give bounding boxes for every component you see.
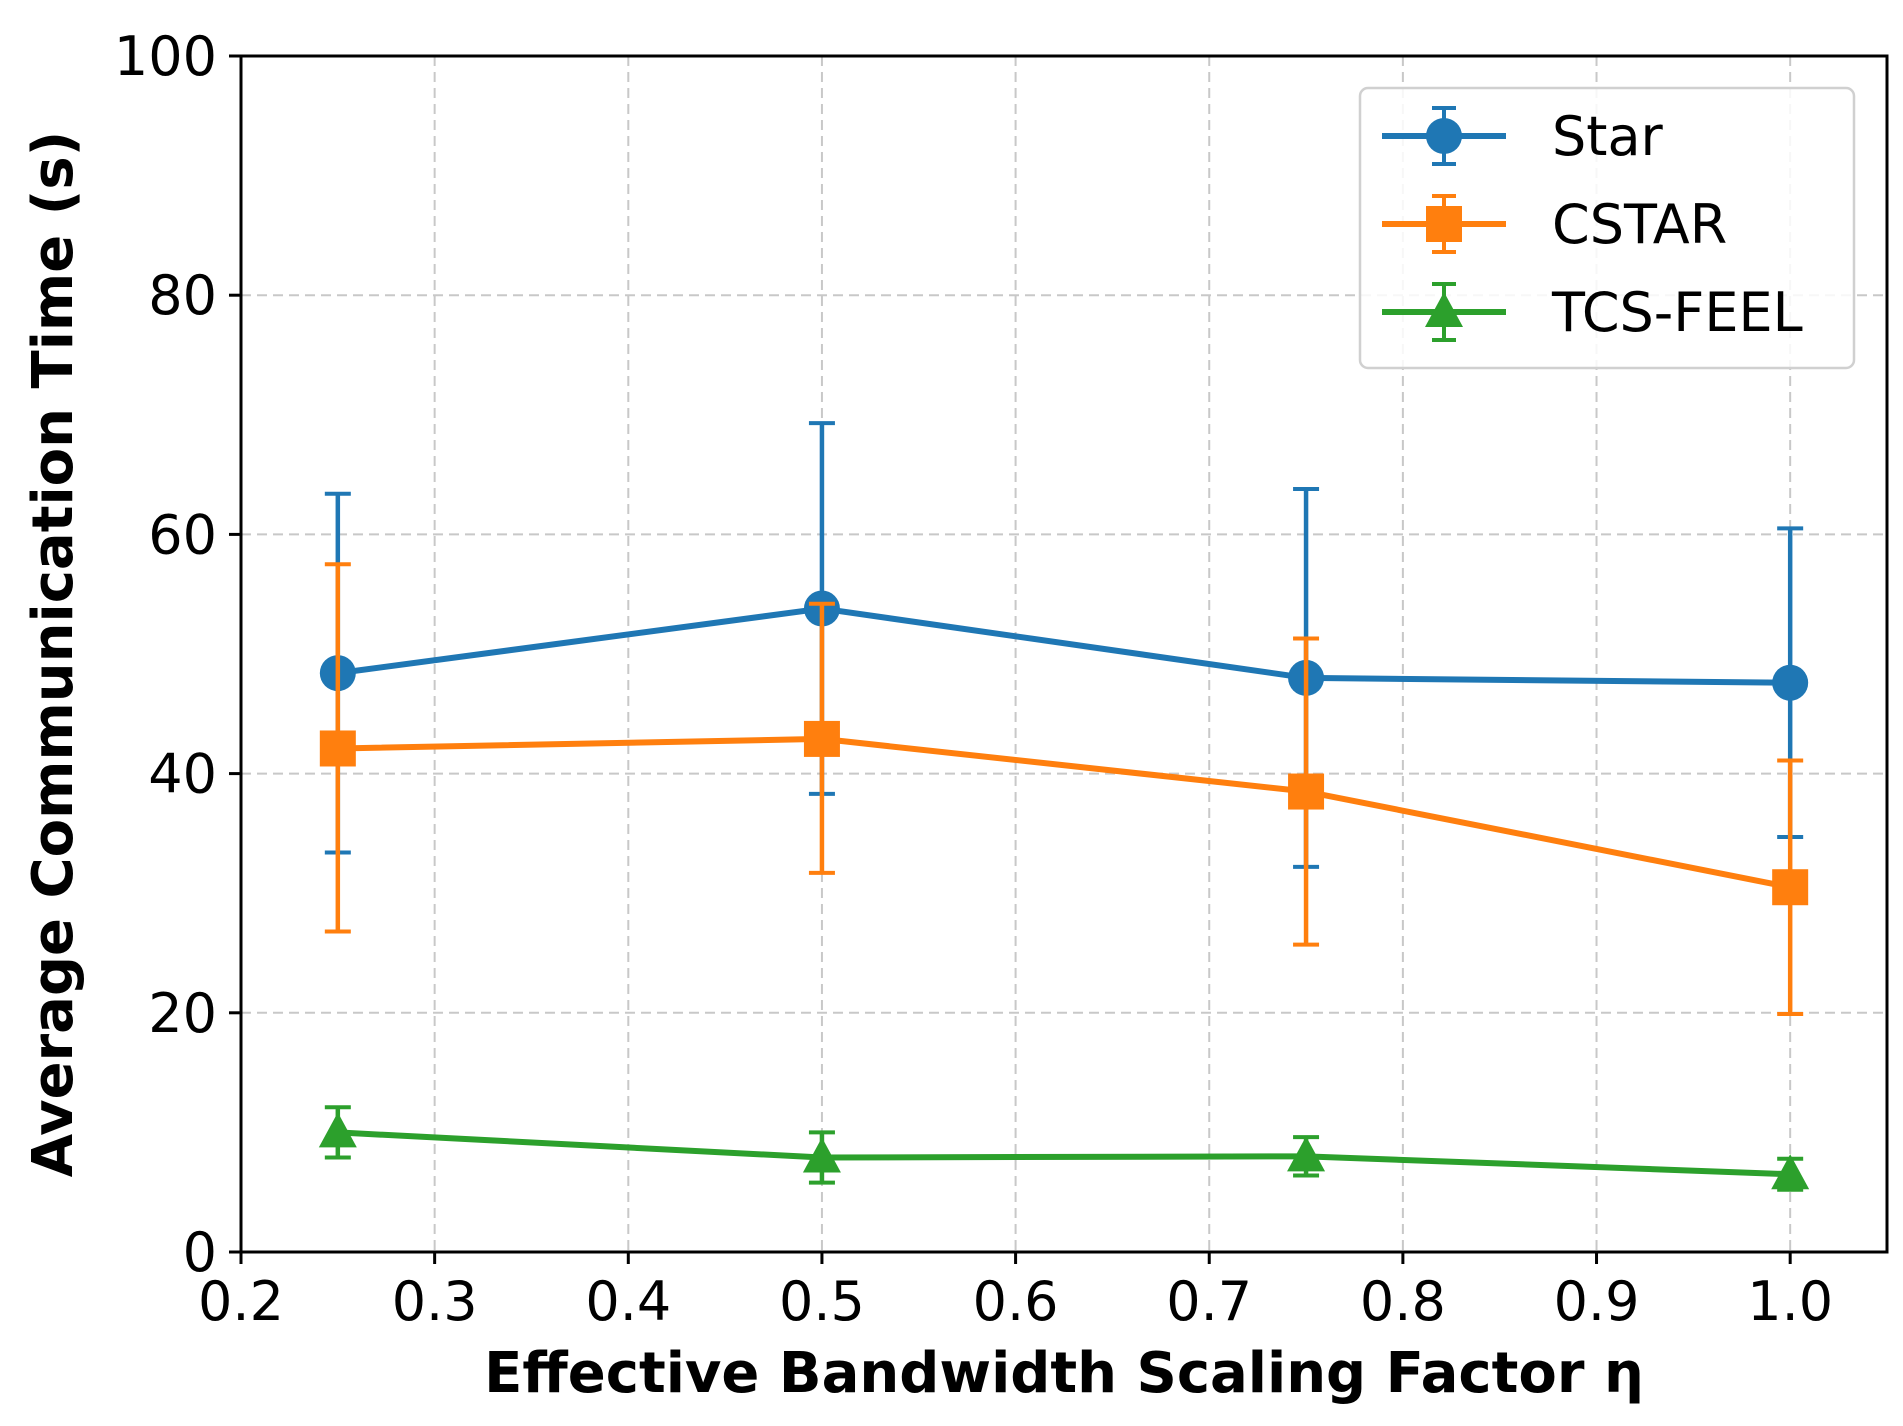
x-tick-label: 1.0	[1747, 1270, 1833, 1333]
series-cstar	[319, 562, 1809, 1016]
series-star	[319, 421, 1809, 869]
y-tick-label: 0	[183, 1221, 217, 1284]
data-point	[803, 720, 840, 757]
data-point	[802, 1137, 841, 1173]
y-tick-label: 80	[148, 264, 217, 327]
series-tcs-feel	[318, 1105, 1810, 1192]
y-tick-label: 40	[148, 743, 217, 806]
series-line	[337, 1129, 1791, 1178]
data-point	[319, 730, 356, 767]
plot-series	[318, 421, 1810, 1192]
legend-marker	[1426, 118, 1462, 154]
legend-marker	[1426, 206, 1462, 242]
legend-label: Star	[1552, 105, 1664, 168]
legend-item-tcs-feel: TCS-FEEL	[1382, 281, 1803, 344]
x-tick-label: 0.2	[198, 1270, 284, 1333]
legend-item-cstar: CSTAR	[1382, 193, 1727, 256]
x-axis-title: Effective Bandwidth Scaling Factor η	[484, 1341, 1644, 1406]
legend-label: CSTAR	[1552, 193, 1727, 256]
legend-marker	[1425, 292, 1463, 327]
axis-ticks: 0.2 0.3 0.4 0.5 0.6 0.7 0.8 0.9 1.0 0 20 40 60 80 100	[114, 25, 1833, 1333]
data-point	[1287, 1136, 1326, 1172]
legend: Star CSTAR TCS-FEEL	[1358, 86, 1856, 370]
y-tick-label: 20	[148, 982, 217, 1045]
x-tick-label: 0.4	[585, 1270, 671, 1333]
plot-area-frame	[239, 54, 1889, 1254]
data-point	[1771, 1154, 1810, 1190]
data-point	[318, 1112, 357, 1148]
y-axis-title: Average Communication Time (s)	[21, 131, 86, 1178]
legend-label: TCS-FEEL	[1551, 281, 1803, 344]
x-tick-label: 0.9	[1554, 1270, 1640, 1333]
series-line	[337, 735, 1791, 891]
x-tick-label: 0.5	[779, 1270, 865, 1333]
data-point	[1772, 664, 1809, 701]
legend-item-star: Star	[1382, 105, 1664, 168]
x-tick-label: 0.7	[1166, 1270, 1252, 1333]
y-tick-label: 100	[114, 25, 217, 88]
x-tick-label: 0.8	[1360, 1270, 1446, 1333]
y-tick-label: 60	[148, 503, 217, 566]
series-line	[337, 605, 1791, 686]
data-point	[1288, 773, 1325, 810]
x-tick-label: 0.6	[973, 1270, 1059, 1333]
legend-box	[1358, 86, 1856, 370]
data-point	[1772, 869, 1809, 906]
x-tick-label: 0.3	[392, 1270, 478, 1333]
